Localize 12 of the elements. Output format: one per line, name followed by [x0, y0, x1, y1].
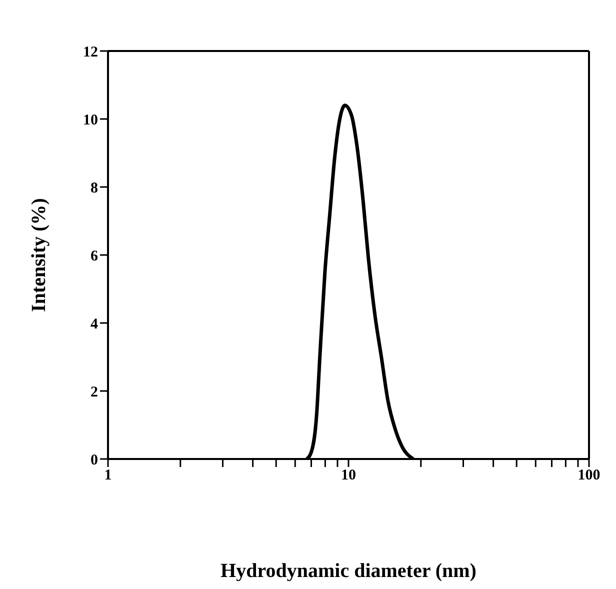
y-tick-label: 0: [90, 452, 98, 468]
x-tick-label: 1: [104, 468, 112, 484]
x-axis-title: Hydrodynamic diameter (nm): [220, 560, 476, 582]
y-tick-label: 2: [90, 384, 98, 400]
x-tick-label: 100: [578, 468, 600, 484]
y-tick-label: 10: [83, 112, 98, 128]
y-axis-title: Intensity (%): [28, 198, 50, 312]
y-tick-label: 8: [90, 180, 98, 196]
y-tick-label: 12: [83, 44, 98, 60]
y-tick-label: 4: [90, 316, 98, 332]
y-tick-label: 6: [90, 248, 98, 264]
x-tick-label: 10: [341, 468, 356, 484]
